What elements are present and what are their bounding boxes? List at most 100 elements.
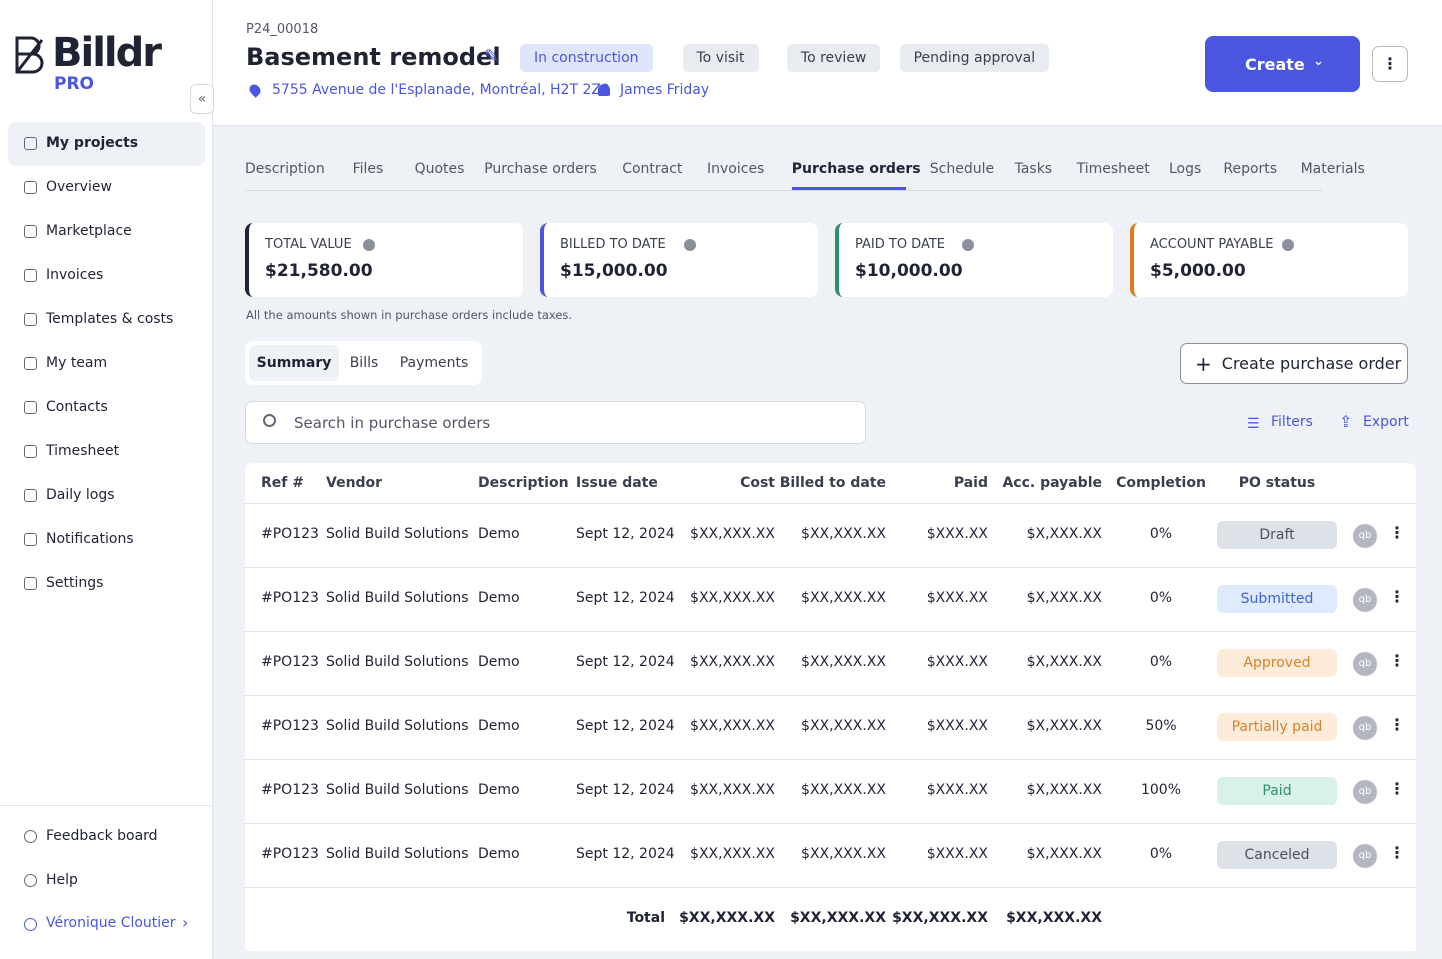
nav-icon [24, 313, 37, 326]
tab[interactable]: Logs [1169, 161, 1202, 177]
footer-item[interactable]: Feedback board [46, 828, 158, 844]
row-divider [245, 823, 1416, 824]
tab[interactable]: Reports [1223, 161, 1278, 177]
tab[interactable]: Contract [622, 161, 683, 177]
create-po-button[interactable]: + Create purchase order [1180, 343, 1408, 384]
cell: #PO123 [261, 590, 319, 606]
status-tag[interactable]: To review [786, 44, 881, 72]
logo-text: Billdr [52, 30, 162, 76]
export-icon: ⇪ [1339, 412, 1353, 431]
row-menu[interactable]: ⋮ [1389, 715, 1405, 734]
person[interactable]: James Friday [620, 82, 710, 98]
cell: Demo [478, 782, 520, 798]
subtab[interactable]: Bills [349, 355, 379, 371]
cell: Demo [478, 846, 520, 862]
stat-value: $21,580.00 [265, 261, 373, 281]
column-header: Issue date [576, 475, 658, 491]
stat-label: ACCOUNT PAYABLE [1150, 237, 1274, 252]
cell: $XXX.XX [926, 654, 988, 670]
cell: $XXX.XX [926, 590, 988, 606]
export-button[interactable]: Export [1363, 414, 1409, 430]
status-tag[interactable]: To visit [682, 44, 759, 72]
stat-value: $5,000.00 [1150, 261, 1246, 281]
cell: $X,XXX.XX [1026, 846, 1102, 862]
tab[interactable]: Invoices [707, 161, 765, 177]
nav-item[interactable]: Settings [46, 575, 104, 591]
qb-icon[interactable]: qb [1353, 588, 1377, 612]
nav-item[interactable]: Contacts [46, 399, 108, 415]
qb-icon[interactable]: qb [1353, 844, 1377, 868]
nav-item[interactable]: My team [46, 355, 108, 371]
nav-item[interactable]: My projects [46, 135, 139, 151]
row-menu[interactable]: ⋮ [1389, 587, 1405, 606]
cell: 0% [1149, 590, 1173, 606]
tab[interactable]: Schedule [929, 161, 995, 177]
cell: $XX,XXX.XX [690, 654, 775, 670]
nav-item[interactable]: Notifications [46, 531, 134, 547]
row-menu[interactable]: ⋮ [1389, 651, 1405, 670]
row-menu[interactable]: ⋮ [1389, 523, 1405, 542]
total-value: $XX,XXX.XX [1006, 910, 1102, 926]
tab[interactable]: Quotes [414, 161, 465, 177]
column-header: Vendor [326, 475, 383, 491]
nav-icon [24, 225, 37, 238]
status-tag[interactable]: Pending approval [899, 44, 1050, 72]
search-box[interactable]: Search in purchase orders [245, 401, 866, 444]
footer-item[interactable]: Help [46, 872, 78, 888]
cell: $XX,XXX.XX [801, 718, 886, 734]
create-button[interactable]: Create ⌄ [1205, 36, 1360, 92]
nav-item[interactable]: Marketplace [46, 223, 132, 239]
total-label: Total [626, 910, 665, 926]
row-menu[interactable]: ⋮ [1389, 843, 1405, 862]
tab[interactable]: Purchase orders [791, 161, 921, 177]
column-header: Description [478, 475, 569, 491]
nav-icon [24, 489, 37, 502]
info-icon [1282, 239, 1294, 251]
filters-button[interactable]: Filters [1271, 414, 1313, 430]
nav-item[interactable]: Templates & costs [46, 311, 174, 327]
cell: $XX,XXX.XX [801, 782, 886, 798]
sidebar-divider [0, 0, 213, 806]
status-badge: Paid [1217, 777, 1337, 805]
nav-active [8, 122, 205, 166]
tab[interactable]: Description [245, 161, 325, 177]
cell: #PO123 [261, 846, 319, 862]
collapse-button[interactable]: « [190, 84, 214, 114]
cell: $XX,XXX.XX [690, 526, 775, 542]
nav-item[interactable]: Timesheet [46, 443, 120, 459]
cell: Solid Build Solutions [326, 526, 469, 542]
tab[interactable]: Purchase orders [484, 161, 597, 177]
tab[interactable]: Timesheet [1076, 161, 1150, 177]
status-badge: Draft [1217, 521, 1337, 549]
cell: 0% [1149, 654, 1173, 670]
nav-icon [24, 357, 37, 370]
info-icon [683, 239, 696, 251]
nav-icon [24, 137, 37, 150]
subtab[interactable]: Payments [399, 355, 469, 371]
qb-icon[interactable]: qb [1353, 652, 1377, 676]
cell: #PO123 [261, 718, 319, 734]
search-placeholder: Search in purchase orders [294, 414, 491, 432]
status-tag[interactable]: In construction [520, 44, 653, 72]
user-chevron: › [182, 913, 189, 932]
nav-item[interactable]: Daily logs [46, 487, 115, 503]
tab[interactable]: Tasks [1014, 161, 1053, 177]
tab[interactable]: Files [352, 161, 384, 177]
subtab[interactable]: Summary [249, 345, 339, 381]
tab[interactable]: Materials [1300, 161, 1365, 177]
more-button[interactable]: ⋮ [1372, 46, 1408, 82]
status-badge: Approved [1217, 649, 1337, 677]
qb-icon[interactable]: qb [1353, 780, 1377, 804]
user-name[interactable]: Véronique Cloutier [46, 915, 176, 931]
person-icon [598, 84, 610, 96]
qb-icon[interactable]: qb [1353, 524, 1377, 548]
create-label[interactable]: Create [1245, 54, 1305, 74]
address[interactable]: 5755 Avenue de l'Esplanade, Montréal, H2… [272, 82, 610, 98]
row-divider [245, 631, 1416, 632]
nav-item[interactable]: Invoices [46, 267, 104, 283]
row-menu[interactable]: ⋮ [1389, 779, 1405, 798]
nav-item[interactable]: Overview [46, 179, 112, 195]
stat-card: TOTAL VALUE $21,580.00 [245, 223, 523, 297]
qb-icon[interactable]: qb [1353, 716, 1377, 740]
